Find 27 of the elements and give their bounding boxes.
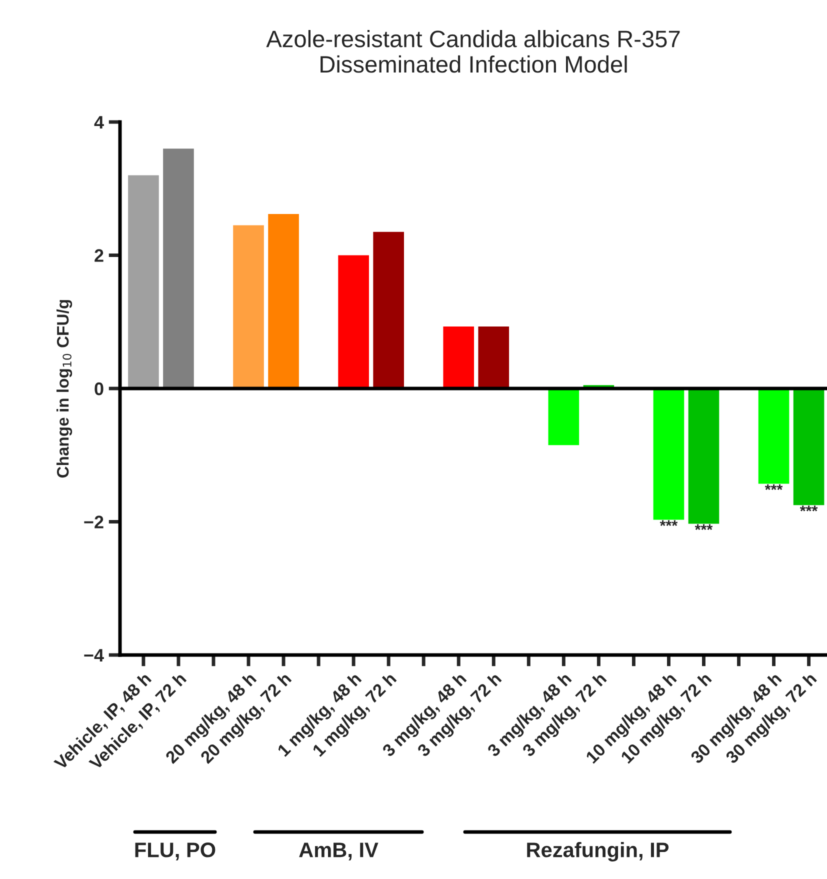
bar	[548, 388, 580, 446]
annotation: ***	[764, 484, 783, 490]
bar	[443, 326, 474, 388]
bar	[653, 388, 684, 520]
y-axis-title: Change in log$_{10}$ CFU/g	[56, 300, 72, 478]
bar	[688, 388, 720, 524]
bar	[233, 225, 264, 388]
annotation: ***	[660, 520, 678, 526]
y-tick-label: 4	[94, 116, 104, 129]
bar	[338, 255, 369, 388]
y-tick-label: 0	[94, 382, 104, 396]
bar	[478, 326, 510, 388]
text: AmB, IV	[299, 842, 378, 860]
text: FLU, PO	[135, 842, 216, 860]
bar	[373, 232, 404, 388]
y-tick-label: −4	[84, 649, 104, 662]
bar	[163, 148, 194, 388]
bar	[128, 175, 159, 388]
annotation: ***	[800, 506, 818, 512]
bar	[758, 388, 790, 484]
y-tick-label: 2	[94, 249, 104, 262]
bar	[268, 214, 299, 388]
chart-title: Azole-resistant Candida albicans R-357 Disseminated Infection Model	[266, 30, 680, 73]
bar	[793, 388, 824, 506]
text: Rezafungin, IP	[527, 842, 669, 862]
y-tick-label: −2	[84, 516, 104, 528]
annotation: ***	[694, 524, 713, 530]
